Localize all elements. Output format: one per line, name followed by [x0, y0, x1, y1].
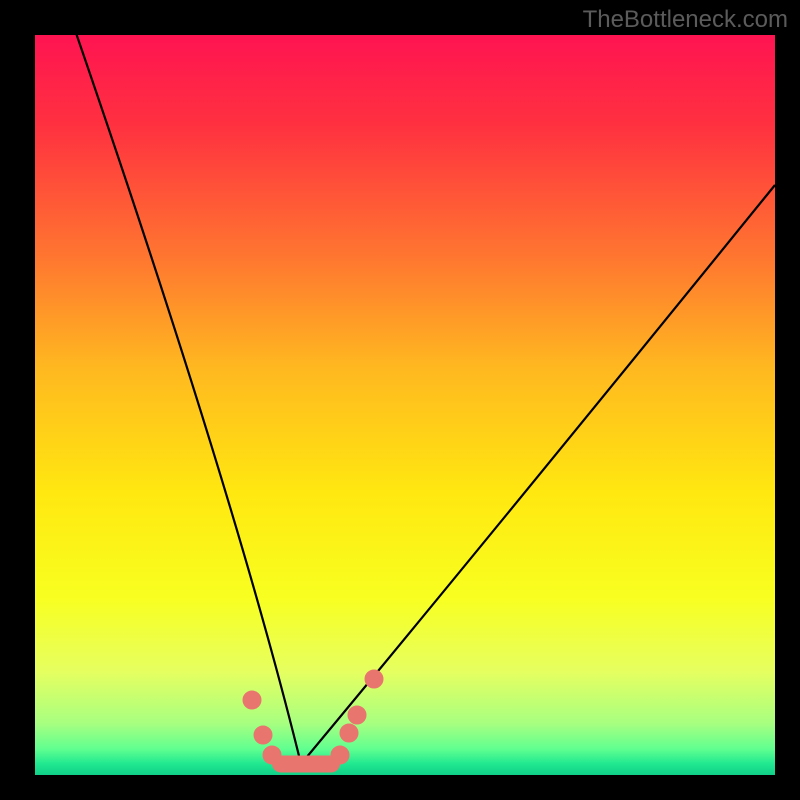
curve-layer: [35, 35, 775, 775]
watermark-text: TheBottleneck.com: [583, 6, 788, 34]
marker-dot: [365, 670, 383, 688]
marker-dot: [263, 746, 281, 764]
marker-dot: [243, 691, 261, 709]
marker-dot: [340, 724, 358, 742]
curve-left-branch: [76, 33, 301, 764]
chart-stage: TheBottleneck.com: [0, 0, 800, 800]
marker-dot: [348, 706, 366, 724]
plot-area: [35, 35, 775, 775]
trough-cap: [272, 756, 340, 773]
marker-dot: [331, 746, 349, 764]
marker-dot: [254, 726, 272, 744]
